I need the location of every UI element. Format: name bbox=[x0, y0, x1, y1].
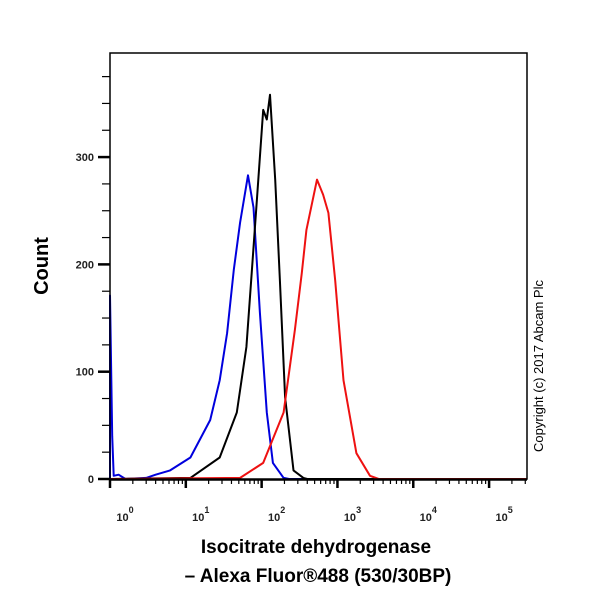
series-line-1 bbox=[109, 93, 527, 480]
y-tick-label: 200 bbox=[76, 259, 94, 271]
copyright-annotation: Copyright (c) 2017 Abcam Plc bbox=[531, 280, 546, 452]
x-tick-label: 100 bbox=[116, 505, 133, 524]
x-tick-label: 101 bbox=[192, 505, 209, 524]
x-tick-label: 104 bbox=[420, 505, 437, 524]
y-tick-label: 0 bbox=[88, 474, 94, 486]
x-tick-label: 105 bbox=[495, 505, 512, 524]
x-tick-label: 102 bbox=[268, 505, 285, 524]
series-line-0 bbox=[109, 174, 527, 480]
x-axis-label-line1: Isocitrate dehydrogenase bbox=[201, 537, 431, 558]
series-line-2 bbox=[109, 178, 527, 480]
y-axis-label: Count bbox=[31, 237, 53, 295]
y-tick-label: 300 bbox=[76, 152, 94, 164]
plot-frame bbox=[109, 52, 528, 480]
x-tick-label: 103 bbox=[344, 505, 361, 524]
y-tick-label: 100 bbox=[76, 367, 94, 379]
x-axis-label-line2: – Alexa Fluor®488 (530/30BP) bbox=[185, 566, 452, 587]
